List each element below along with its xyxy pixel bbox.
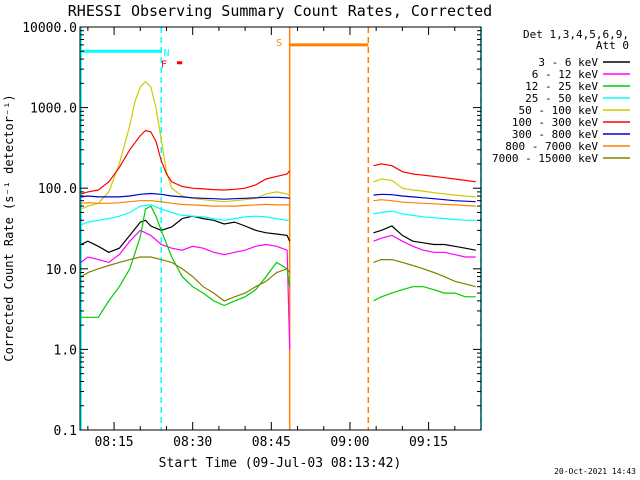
annotation-f: F bbox=[161, 60, 167, 71]
plot-frame bbox=[79, 26, 482, 431]
y-axis-label: Corrected Count Rate (s⁻¹ detector⁻¹) bbox=[2, 94, 16, 361]
time-markers bbox=[80, 27, 482, 430]
series-5-segment-2 bbox=[373, 178, 476, 198]
legend-label-2: 6 - 12 keV bbox=[532, 68, 599, 81]
y-tick-label-5: 1000.0 bbox=[30, 102, 77, 117]
series-1-segment-1 bbox=[80, 215, 291, 253]
series-2-segment-1 bbox=[80, 229, 291, 350]
series-8-segment-1 bbox=[80, 200, 290, 207]
series-lines bbox=[80, 80, 476, 350]
x-axis: 08:15 08:30 08:45 09:00 09:15 bbox=[87, 27, 482, 450]
legend-label-9: 7000 - 15000 keV bbox=[492, 152, 598, 165]
series-4-segment-2 bbox=[373, 210, 476, 221]
legend-header-line-1: Det 1,3,4,5,6,9, bbox=[523, 28, 629, 41]
series-3-segment-1 bbox=[81, 205, 291, 318]
legend-label-5: 50 - 100 keV bbox=[519, 104, 599, 117]
series-6-segment-1 bbox=[80, 129, 291, 195]
series-5-segment-1 bbox=[80, 80, 291, 210]
legend-header-line-2: Att 0 bbox=[596, 39, 629, 52]
series-6-segment-2 bbox=[373, 163, 476, 183]
legend-label-6: 100 - 300 keV bbox=[512, 116, 598, 129]
x-tick-label-1: 08:15 bbox=[95, 435, 134, 450]
series-3-segment-2 bbox=[373, 286, 476, 302]
y-tick-label-4: 100.0 bbox=[38, 182, 77, 197]
x-tick-label-3: 08:45 bbox=[252, 435, 291, 450]
annotation-s: S bbox=[276, 38, 282, 49]
flag-bars bbox=[81, 43, 369, 65]
y-tick-label-6: 10000.0 bbox=[22, 21, 77, 36]
series-8-segment-2 bbox=[373, 199, 476, 207]
x-tick-label-4: 09:00 bbox=[330, 435, 369, 450]
x-tick-label-5: 09:15 bbox=[409, 435, 448, 450]
y-tick-label-2: 1.0 bbox=[54, 343, 77, 358]
y-tick-label-1: 0.1 bbox=[54, 424, 77, 439]
series-7-segment-1 bbox=[80, 192, 290, 200]
y-tick-label-3: 10.0 bbox=[46, 263, 77, 278]
x-axis-label: Start Time (09-Jul-03 08:13:42) bbox=[159, 456, 402, 471]
series-4-segment-1 bbox=[80, 204, 290, 226]
footer-timestamp: 20-Oct-2021 14:43 bbox=[554, 467, 636, 476]
series-1-segment-2 bbox=[373, 225, 476, 251]
annotation-n: N bbox=[163, 48, 169, 59]
legend-label-7: 300 - 800 keV bbox=[512, 128, 598, 141]
series-9-segment-2 bbox=[373, 259, 476, 288]
series-2-segment-2 bbox=[373, 234, 476, 258]
legend-label-3: 12 - 25 keV bbox=[525, 80, 598, 93]
series-7-segment-2 bbox=[373, 193, 476, 203]
x-tick-label-2: 08:30 bbox=[173, 435, 212, 450]
y-axis: 0.1 1.0 10.0 100.0 1000.0 10000.0 bbox=[22, 21, 481, 439]
flag-annotations: NF S bbox=[161, 38, 282, 71]
legend-label-1: 3 - 6 keV bbox=[538, 56, 598, 69]
series-9-segment-1 bbox=[80, 256, 291, 302]
chart-title: RHESSI Observing Summary Count Rates, Co… bbox=[68, 2, 492, 20]
legend-label-8: 800 - 7000 keV bbox=[505, 140, 598, 153]
legend-label-4: 25 - 50 keV bbox=[525, 92, 598, 105]
